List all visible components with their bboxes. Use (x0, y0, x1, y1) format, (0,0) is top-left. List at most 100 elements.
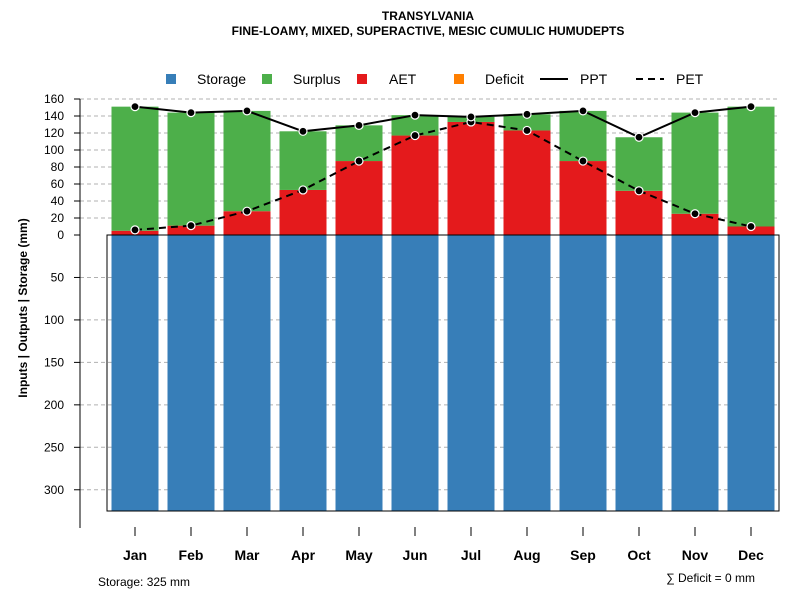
bar-surplus (727, 106, 775, 227)
bar-aet (335, 161, 383, 235)
bar-storage (111, 235, 159, 511)
y-tick-label: 120 (44, 126, 64, 140)
bar-surplus (391, 115, 439, 136)
legend-deficit-label: Deficit (485, 71, 524, 87)
bar-surplus (671, 112, 719, 214)
bar-surplus (167, 112, 215, 226)
x-tick-label: Oct (627, 547, 651, 563)
legend: Storage Surplus AET Deficit PPT PET (166, 71, 704, 87)
x-tick-label: Sep (570, 547, 596, 563)
bar-aet (279, 189, 327, 235)
ppt-point (354, 120, 364, 130)
y-tick-label: 100 (44, 313, 64, 327)
x-tick-label: Jan (123, 547, 147, 563)
deficit-total-note: ∑ Deficit = 0 mm (666, 571, 755, 585)
pet-point (298, 185, 308, 195)
pet-point (690, 209, 700, 219)
bar-storage (447, 235, 495, 511)
legend-aet-swatch (357, 74, 367, 84)
legend-ppt-label: PPT (580, 71, 608, 87)
bar-storage (223, 235, 271, 511)
pet-point (410, 130, 420, 141)
bar-storage (615, 235, 663, 511)
legend-surplus-label: Surplus (293, 71, 340, 87)
bar-aet (391, 135, 439, 235)
pet-point (130, 225, 140, 235)
x-tick-label: Jun (403, 547, 428, 563)
bar-surplus (335, 125, 383, 162)
legend-aet-label: AET (389, 71, 417, 87)
bar-aet (447, 121, 495, 235)
bar-storage (167, 235, 215, 511)
x-tick-label: Feb (179, 547, 204, 563)
ppt-line (134, 105, 752, 139)
y-tick-label: 40 (51, 194, 65, 208)
bar-storage (279, 235, 327, 511)
chart-title: TRANSYLVANIA (382, 9, 475, 23)
ppt-point (690, 107, 700, 118)
bar-aet (223, 211, 271, 235)
ppt-point (634, 132, 644, 142)
bar-aet (559, 161, 607, 235)
bar-storage (727, 235, 775, 511)
y-tick-label: 50 (51, 270, 65, 284)
pet-point (578, 156, 588, 166)
y-tick-label: 250 (44, 440, 64, 454)
ppt-point (410, 110, 420, 120)
ppt-point (466, 112, 476, 122)
pet-point (242, 206, 252, 216)
pet-point (186, 221, 196, 231)
x-tick-label: Nov (682, 547, 709, 563)
y-tick-label: 60 (51, 177, 65, 191)
x-tick-label: Apr (291, 547, 316, 563)
y-axis-label: Inputs | Outputs | Storage (mm) (16, 218, 30, 397)
pet-point (354, 156, 364, 166)
y-tick-label: 300 (44, 483, 64, 497)
pet-point (522, 125, 532, 136)
ppt-point (522, 109, 532, 119)
y-tick-label: 150 (44, 355, 64, 369)
ppt-point (298, 126, 308, 136)
ppt-point (186, 107, 196, 118)
ppt-point (746, 102, 756, 112)
legend-surplus-swatch (262, 74, 272, 84)
x-tick-label: Aug (513, 547, 540, 563)
chart-subtitle: FINE-LOAMY, MIXED, SUPERACTIVE, MESIC CU… (232, 24, 625, 38)
x-tick-label: Jul (461, 547, 481, 563)
axes: 0 20 40 60 80 100 120 140 160 50 100 150 200 250 300 Ja… (44, 92, 764, 563)
bar-storage (671, 235, 719, 511)
legend-storage-swatch (166, 74, 176, 84)
legend-deficit-swatch (454, 74, 464, 84)
x-tick-label: May (345, 547, 372, 563)
pet-point (746, 221, 756, 232)
bar-aet (167, 225, 215, 235)
legend-storage-label: Storage (197, 71, 246, 87)
pet-point (634, 186, 644, 196)
storage-note: Storage: 325 mm (98, 575, 190, 589)
y-tick-label: 100 (44, 143, 64, 157)
legend-pet-label: PET (676, 71, 704, 87)
bars (106, 106, 780, 512)
bar-storage (503, 235, 551, 511)
x-tick-label: Mar (235, 547, 260, 563)
ppt-point (578, 106, 588, 116)
y-tick-label: 20 (51, 211, 65, 225)
y-tick-label: 200 (44, 398, 64, 412)
bar-surplus (223, 110, 271, 212)
y-tick-label: 80 (51, 160, 65, 174)
bar-surplus (111, 106, 159, 231)
bar-storage (391, 235, 439, 511)
x-tick-label: Dec (738, 547, 764, 563)
y-tick-label: 140 (44, 109, 64, 123)
ppt-point (242, 106, 252, 116)
bar-aet (671, 213, 719, 235)
series-lines (130, 102, 756, 235)
bar-storage (335, 235, 383, 511)
y-tick-label: 160 (44, 92, 64, 106)
y-tick-label: 0 (57, 228, 64, 242)
bar-aet (503, 130, 551, 235)
bar-surplus (503, 114, 551, 131)
pet-line (134, 120, 752, 231)
bar-storage (559, 235, 607, 511)
